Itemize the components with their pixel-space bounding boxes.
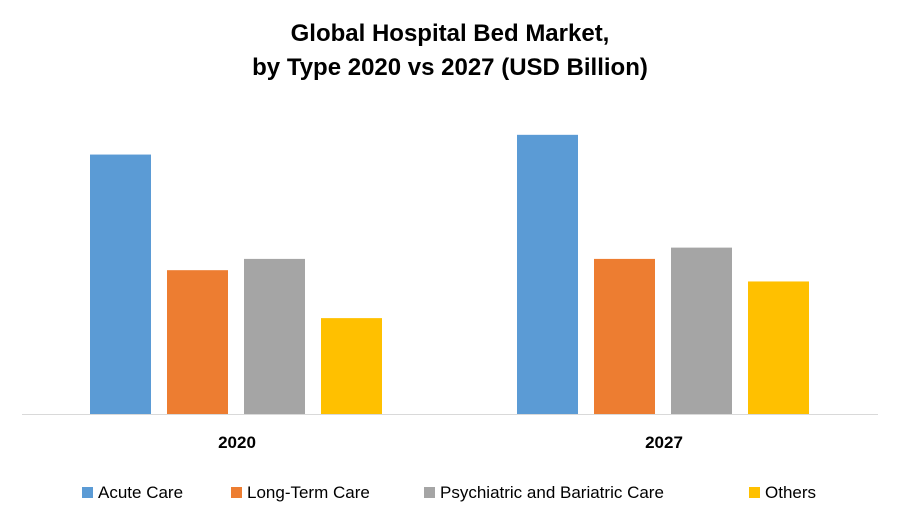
bar-psychiatric-and-bariatric-care-2027 bbox=[671, 247, 732, 414]
legend-swatch-others bbox=[749, 487, 760, 498]
x-tick-label-2020: 2020 bbox=[218, 433, 256, 452]
x-tick-label-2027: 2027 bbox=[645, 433, 683, 452]
chart-title-line-2: by Type 2020 vs 2027 (USD Billion) bbox=[252, 54, 648, 81]
bar-long-term-care-2027 bbox=[594, 258, 655, 414]
bar-acute-care-2020 bbox=[90, 154, 151, 414]
x-tick-labels: 2020 2027 bbox=[218, 433, 683, 452]
legend-swatch-psychiatric-and-bariatric-care bbox=[424, 487, 435, 498]
bar-psychiatric-and-bariatric-care-2020 bbox=[244, 258, 305, 414]
legend-label-long-term-care: Long-Term Care bbox=[247, 483, 370, 502]
legend-label-psychiatric-and-bariatric-care: Psychiatric and Bariatric Care bbox=[440, 483, 664, 502]
bars-group bbox=[90, 134, 809, 414]
bar-others-2027 bbox=[748, 281, 809, 414]
legend-swatch-long-term-care bbox=[231, 487, 242, 498]
bar-acute-care-2027 bbox=[517, 134, 578, 414]
bar-others-2020 bbox=[321, 318, 382, 414]
bar-long-term-care-2020 bbox=[167, 270, 228, 414]
chart-title-line-1: Global Hospital Bed Market, bbox=[290, 20, 610, 47]
legend-label-others: Others bbox=[765, 483, 816, 502]
legend-label-acute-care: Acute Care bbox=[98, 483, 183, 502]
legend-swatch-acute-care bbox=[82, 487, 93, 498]
legend: Acute Care Long-Term Care Psychiatric and … bbox=[82, 483, 816, 502]
